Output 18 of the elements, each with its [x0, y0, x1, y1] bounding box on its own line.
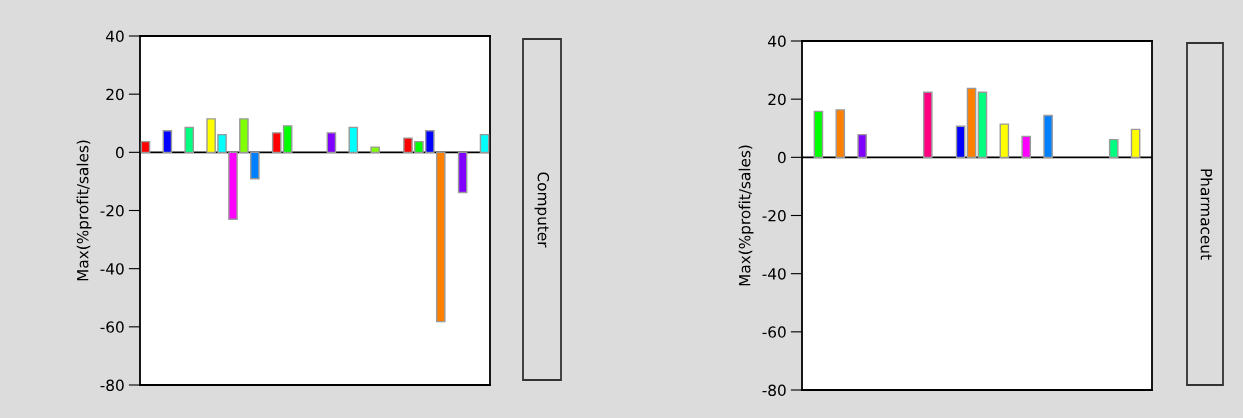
y-tick-label: 40 — [106, 30, 124, 43]
y-tick-label: -20 — [100, 204, 124, 217]
y-axis-title: Max(%profit/sales) — [76, 140, 92, 281]
y-tick-label: -40 — [762, 268, 786, 280]
y-tick-label: -80 — [100, 379, 124, 392]
text: Computer — [534, 172, 550, 248]
y-tick-label: -60 — [100, 321, 124, 333]
y-axis-title: Max(%profit/sales) — [738, 145, 754, 286]
y-tick-label: -80 — [762, 384, 786, 397]
y-tick-label: -40 — [100, 263, 124, 275]
y-tick-label: 0 — [116, 146, 124, 159]
y-tick-label: -20 — [762, 209, 786, 222]
y-tick-label: 40 — [768, 35, 786, 48]
y-tick-label: 20 — [768, 93, 786, 106]
text: Pharmaceut — [1200, 169, 1213, 260]
y-tick-label: 20 — [106, 88, 124, 101]
y-tick-label: 0 — [778, 151, 786, 164]
y-tick-label: -60 — [762, 326, 786, 338]
